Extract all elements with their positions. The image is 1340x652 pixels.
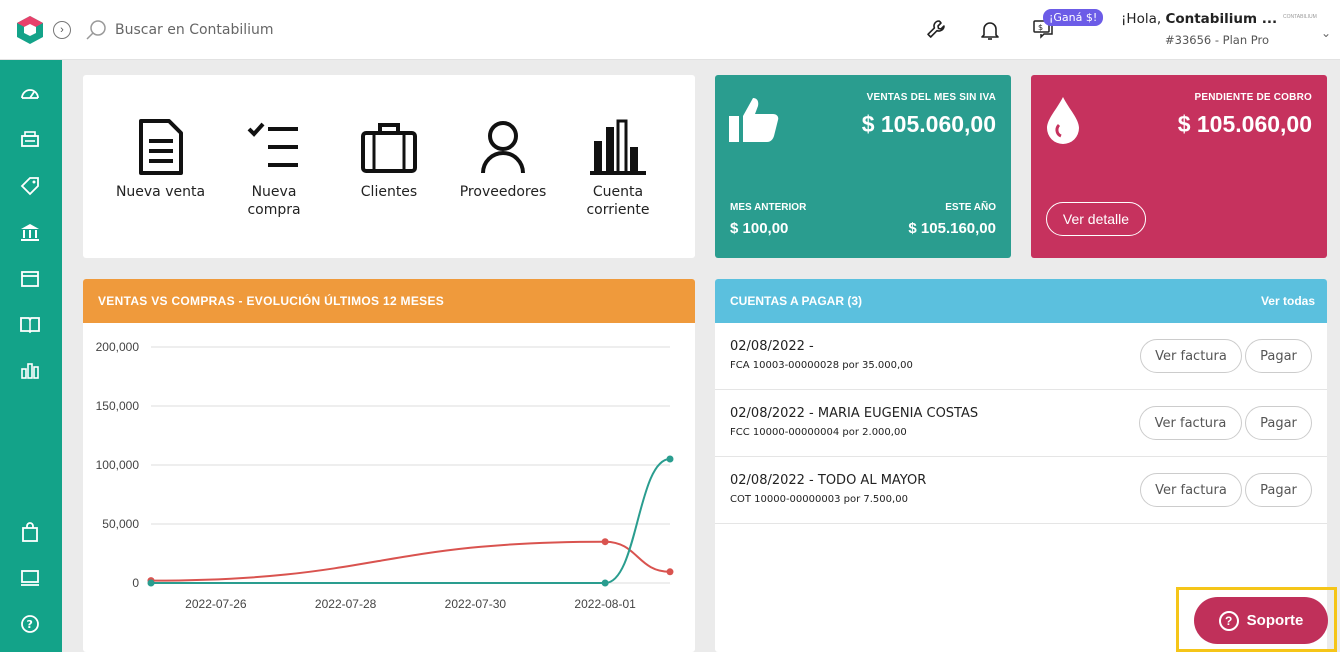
data-point xyxy=(601,579,609,587)
payable-row: 02/08/2022 - FCA 10003-00000028 por 35.0… xyxy=(715,323,1327,390)
payable-row: 02/08/2022 - MARIA EUGENIA COSTAS FCC 10… xyxy=(715,390,1327,457)
water-drop-icon xyxy=(1047,97,1079,144)
y-tick-label: 100,000 xyxy=(96,458,140,472)
avatar[interactable]: CONTABILIUM xyxy=(1283,14,1317,20)
previous-month-value: $ 100,00 xyxy=(730,220,789,237)
help-icon[interactable]: ? xyxy=(19,613,41,635)
pay-button[interactable]: Pagar xyxy=(1245,339,1312,373)
chart-header: VENTAS VS COMPRAS - EVOLUCIÓN ÚLTIMOS 12… xyxy=(83,279,695,323)
pay-button[interactable]: Pagar xyxy=(1245,473,1312,507)
data-point xyxy=(147,579,155,587)
support-button[interactable]: ? Soporte xyxy=(1194,597,1328,644)
new-sale-shortcut[interactable]: Nueva venta xyxy=(113,119,208,201)
payable-detail: COT 10000-00000003 por 7.500,00 xyxy=(730,494,908,505)
payable-row: 02/08/2022 - TODO AL MAYOR COT 10000-000… xyxy=(715,457,1327,524)
help-circle-icon: ? xyxy=(1218,610,1239,631)
support-highlight-frame xyxy=(1176,587,1337,652)
suppliers-shortcut[interactable]: Proveedores xyxy=(453,119,553,201)
invoice-icon xyxy=(138,119,183,175)
monitor-icon[interactable] xyxy=(19,567,41,589)
top-bar: › $ ¡Ganá $! ¡Hola, Contabilium ... #336… xyxy=(0,0,1340,60)
bar-chart-icon xyxy=(590,119,646,175)
reports-chart-icon[interactable] xyxy=(19,359,41,381)
sales-purchases-line-chart: 0 50,000 100,000 150,000 200,000 2022-07-26 20… xyxy=(96,340,674,611)
bag-icon[interactable] xyxy=(19,521,41,543)
pending-collection-card: PENDIENTE DE COBRO $ 105.060,00 Ver deta… xyxy=(1031,75,1327,258)
view-invoice-button[interactable]: Ver factura xyxy=(1140,473,1242,507)
quick-actions-card: Nueva venta Nueva compra Clientes Provee… xyxy=(83,75,695,258)
x-tick-label: 2022-07-26 xyxy=(185,597,247,611)
thumbs-up-icon xyxy=(729,98,779,142)
bank-icon[interactable] xyxy=(19,221,41,243)
contabilium-logo[interactable] xyxy=(14,14,46,46)
wrench-icon[interactable] xyxy=(925,17,949,43)
payables-title: CUENTAS A PAGAR (3) xyxy=(730,294,862,308)
briefcase-icon xyxy=(361,123,417,173)
shortcut-label: Proveedores xyxy=(459,184,547,200)
tag-icon[interactable] xyxy=(19,175,41,197)
chat-money-icon[interactable]: $ xyxy=(1032,17,1056,43)
user-greeting[interactable]: ¡Hola, Contabilium ... xyxy=(1121,11,1278,27)
new-purchase-shortcut[interactable]: Nueva compra xyxy=(234,119,314,219)
shortcut-label: Clientes xyxy=(360,184,418,200)
monthly-sales-value: $ 105.060,00 xyxy=(861,111,996,137)
view-invoice-button[interactable]: Ver factura xyxy=(1139,406,1242,440)
x-tick-label: 2022-07-30 xyxy=(445,597,507,611)
chevron-down-icon[interactable]: ⌄ xyxy=(1321,26,1332,40)
search-icon xyxy=(86,20,106,40)
sales-vs-purchases-card: VENTAS VS COMPRAS - EVOLUCIÓN ÚLTIMOS 12… xyxy=(83,279,695,652)
search-input[interactable] xyxy=(115,18,415,42)
monthly-sales-card: VENTAS DEL MES SIN IVA $ 105.060,00 MES … xyxy=(715,75,1011,258)
payable-title: 02/08/2022 - MARIA EUGENIA COSTAS xyxy=(730,406,979,421)
y-tick-label: 0 xyxy=(132,576,139,590)
pos-icon[interactable] xyxy=(19,129,41,151)
svg-text:$: $ xyxy=(1038,23,1043,32)
payable-title: 02/08/2022 - TODO AL MAYOR xyxy=(730,473,927,488)
data-point xyxy=(666,568,674,576)
svg-text:?: ? xyxy=(27,618,33,631)
current-account-shortcut[interactable]: Cuenta corriente xyxy=(573,119,663,219)
promo-badge[interactable]: ¡Ganá $! xyxy=(1043,9,1104,26)
sidebar-expand-button[interactable]: › xyxy=(53,21,71,39)
view-all-link[interactable]: Ver todas xyxy=(1260,294,1315,308)
shortcut-label: Nueva compra xyxy=(247,184,301,218)
payables-header: CUENTAS A PAGAR (3) Ver todas xyxy=(715,279,1327,323)
support-label: Soporte xyxy=(1246,612,1304,629)
payable-detail: FCC 10000-00000004 por 2.000,00 xyxy=(730,427,907,438)
monthly-sales-label: VENTAS DEL MES SIN IVA xyxy=(866,92,996,103)
person-icon xyxy=(481,121,525,174)
pending-collection-value: $ 105.060,00 xyxy=(1177,111,1312,137)
previous-month-label: MES ANTERIOR xyxy=(730,202,807,213)
payable-detail: FCA 10003-00000028 por 35.000,00 xyxy=(730,360,913,371)
book-icon[interactable] xyxy=(19,313,41,335)
y-tick-label: 200,000 xyxy=(96,340,140,354)
inventory-box-icon[interactable] xyxy=(19,267,41,289)
this-year-label: ESTE AÑO xyxy=(945,202,996,213)
account-plan: #33656 - Plan Pro xyxy=(1165,33,1270,47)
clients-shortcut[interactable]: Clientes xyxy=(349,119,429,201)
x-tick-label: 2022-08-01 xyxy=(574,597,636,611)
data-point xyxy=(666,455,674,463)
data-point xyxy=(601,538,609,546)
chart-title: VENTAS VS COMPRAS - EVOLUCIÓN ÚLTIMOS 12… xyxy=(98,294,445,308)
dashboard-icon[interactable] xyxy=(19,83,41,105)
this-year-value: $ 105.160,00 xyxy=(908,220,996,237)
series-line xyxy=(150,540,671,582)
bell-icon[interactable] xyxy=(978,17,1002,43)
pay-button[interactable]: Pagar xyxy=(1245,406,1312,440)
pending-collection-label: PENDIENTE DE COBRO xyxy=(1194,92,1312,103)
view-detail-button[interactable]: Ver detalle xyxy=(1046,202,1146,236)
view-invoice-button[interactable]: Ver factura xyxy=(1140,339,1242,373)
x-tick-label: 2022-07-28 xyxy=(315,597,377,611)
checklist-icon xyxy=(247,122,298,167)
shortcut-label: Cuenta corriente xyxy=(586,184,650,218)
series-line xyxy=(151,458,671,584)
shortcut-label: Nueva venta xyxy=(115,184,206,200)
payable-title: 02/08/2022 - xyxy=(730,339,814,354)
y-tick-label: 50,000 xyxy=(102,517,139,531)
y-tick-label: 150,000 xyxy=(96,399,140,413)
sidebar: ? xyxy=(0,60,62,652)
